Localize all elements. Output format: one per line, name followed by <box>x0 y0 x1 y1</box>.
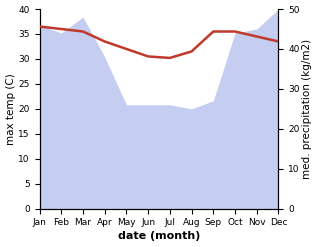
Y-axis label: med. precipitation (kg/m2): med. precipitation (kg/m2) <box>302 39 313 179</box>
X-axis label: date (month): date (month) <box>118 231 200 242</box>
Y-axis label: max temp (C): max temp (C) <box>5 73 16 145</box>
